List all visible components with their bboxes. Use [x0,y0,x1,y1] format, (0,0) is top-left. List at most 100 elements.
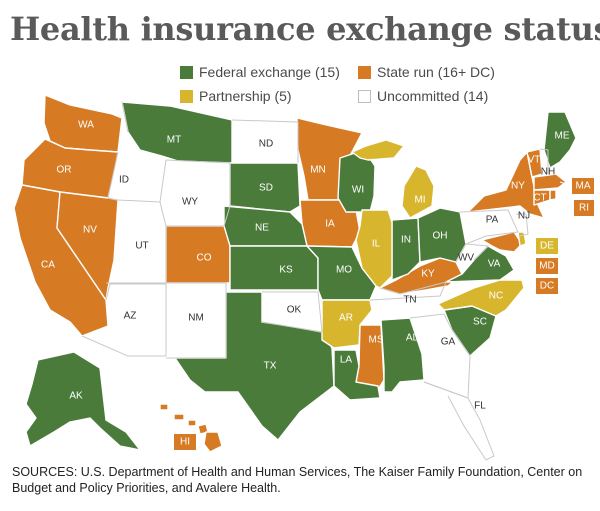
state-ak [25,351,141,451]
label-nd: ND [259,139,273,150]
leader-md [515,251,537,267]
state-nh-outline [539,148,549,174]
legend-state: State run (16+ DC) [358,64,495,80]
sources-note: SOURCES: U.S. Department of Health and H… [12,465,583,495]
callout-de-box [536,238,558,254]
state-nj-outline [516,213,529,237]
label-va: VA [488,259,501,270]
leader-dc [511,259,537,287]
state-la [333,349,381,401]
state-hi-1 [159,403,169,411]
legend-label-federal: Federal exchange (15) [199,64,340,80]
label-mi: MI [414,195,425,206]
label-il: IL [372,239,381,250]
legend-swatch-federal [180,65,193,79]
state-ks [229,245,319,291]
state-pa-outline [459,209,519,245]
state-nm-outline [166,282,227,359]
legend-swatch-state [358,65,371,79]
label-mt: MT [167,135,181,146]
label-ma: MA [576,181,591,192]
callout-ri-box [574,200,594,216]
label-al: AL [406,333,419,344]
legend-swatch-uncommitted [358,89,371,103]
label-tn: TN [403,295,416,306]
label-ia: IA [325,219,335,230]
legend-label-uncommitted: Uncommitted (14) [377,88,489,104]
label-ri: RI [579,203,589,214]
label-ut: UT [135,241,148,252]
state-fl-outline [423,381,495,461]
legend-partnership: Partnership (5) [180,88,292,104]
callout-ma-box [572,178,594,194]
label-nh: NH [541,167,555,178]
label-nm: NM [188,313,204,324]
label-ks: KS [279,265,293,276]
state-ri [549,189,557,201]
legend-swatch-partnership [180,89,193,103]
label-id: ID [119,175,129,186]
label-nc: NC [489,291,503,302]
state-vt [526,148,543,178]
state-ut-outline [106,201,167,284]
state-al [380,317,425,393]
label-de: DE [540,241,554,252]
label-az: AZ [124,311,137,322]
leader-ri [555,195,575,209]
label-or: OR [57,165,72,176]
label-nv: NV [83,225,97,236]
label-ne: NE [255,223,269,234]
state-il [355,209,393,289]
state-hi-3 [187,419,197,427]
leader-de [523,243,537,247]
label-ca: CA [41,260,55,271]
label-mn: MN [310,165,326,176]
label-ct: CT [533,193,546,204]
legend-federal: Federal exchange (15) [180,64,340,80]
state-nd-outline [231,119,299,163]
state-wy-outline [165,159,231,227]
label-ms: MS [369,335,384,346]
state-ar [321,299,373,349]
label-wi: WI [352,185,364,196]
label-ny: NY [511,181,525,192]
label-fl: FL [474,401,486,412]
label-wa: WA [78,120,94,131]
leader-ma [559,181,573,187]
label-ar: AR [339,313,353,324]
state-hi-2 [173,413,185,421]
state-id-outline [107,151,167,203]
callout-md-box [536,258,558,274]
label-ak: AK [69,391,83,402]
label-vt: VT [528,155,541,166]
label-nj: NJ [518,211,530,222]
label-tx: TX [264,361,277,372]
state-nc [437,279,525,317]
callout-leaders [511,181,575,287]
label-sd: SD [259,183,273,194]
label-ky: KY [421,269,435,280]
state-hi-5 [203,431,223,453]
state-mi-up [351,139,405,161]
page-title: Health insurance exchange status [10,10,600,48]
legend-label-partnership: Partnership (5) [199,88,292,104]
state-az-outline [81,283,167,357]
callout-dc-box [536,278,558,294]
label-dc: DC [540,281,554,292]
state-wv-outline [455,243,490,263]
label-la: LA [340,355,353,366]
label-in: IN [401,235,411,246]
label-oh: OH [433,231,448,242]
label-md: MD [539,261,555,272]
legend-label-state: State run (16+ DC) [377,64,495,80]
label-wv: WV [458,253,474,264]
label-sc: SC [473,317,487,328]
state-id-north-outline [121,101,129,133]
state-ma [533,173,567,191]
label-wy: WY [182,197,198,208]
state-me [543,111,577,169]
label-co: CO [197,253,212,264]
state-mi [401,165,435,219]
label-ga: GA [441,337,456,348]
